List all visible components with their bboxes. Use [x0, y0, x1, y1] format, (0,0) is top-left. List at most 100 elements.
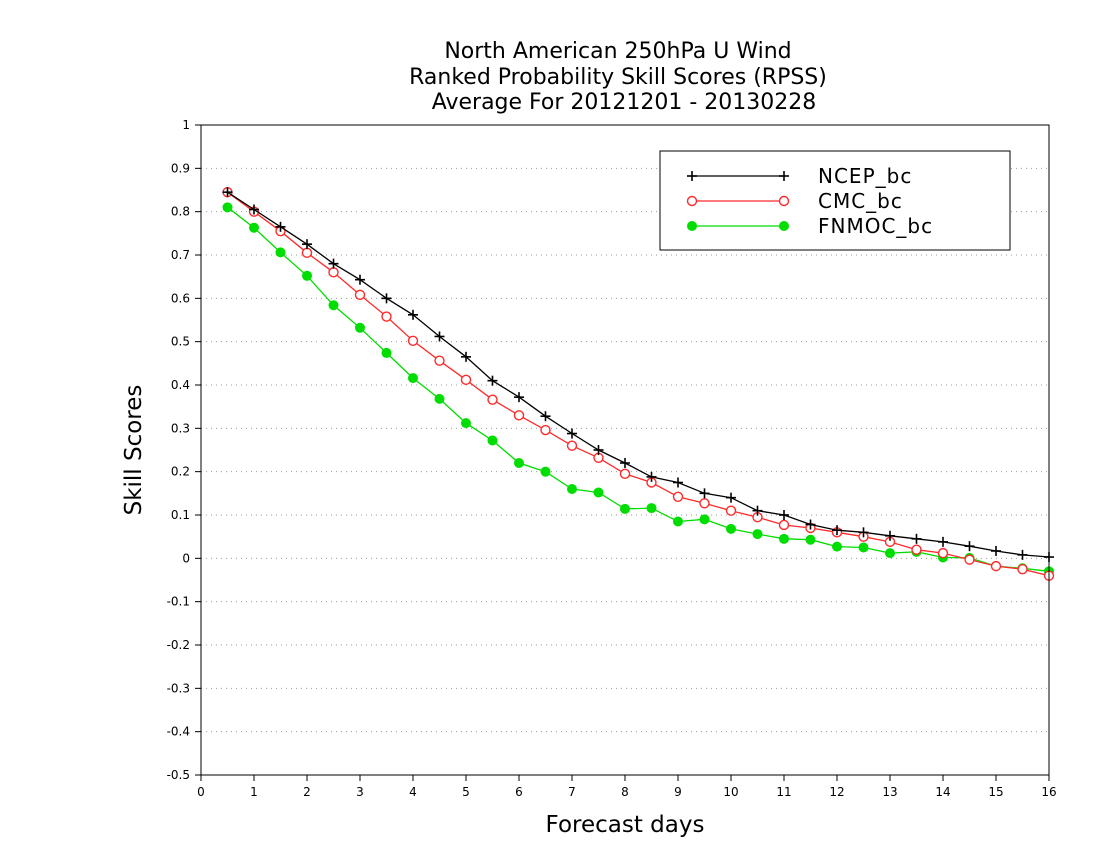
x-tick-label: 14 — [935, 785, 950, 799]
x-tick-label: 13 — [882, 785, 897, 799]
legend-item-fnmoc-bc: FNMOC_bc — [687, 214, 933, 238]
data-point-ncep-bc — [593, 445, 604, 455]
y-tick-label: 0.7 — [171, 248, 190, 262]
x-tick-label: 9 — [674, 785, 682, 799]
x-tick-label: 10 — [723, 785, 738, 799]
data-point-fnmoc-bc — [249, 222, 259, 233]
data-point-cmc-bc — [354, 289, 366, 301]
data-point-ncep-bc — [302, 239, 312, 250]
data-point-fnmoc-bc — [275, 247, 286, 258]
x-tick-label: 15 — [988, 785, 1003, 799]
data-point-ncep-bc — [408, 309, 418, 320]
data-point-ncep-bc — [646, 471, 657, 482]
series-fnmoc-bc — [222, 202, 1054, 577]
legend-label: NCEP_bc — [818, 164, 912, 188]
legend-label: CMC_bc — [818, 189, 903, 213]
y-tick-label: 0.2 — [171, 465, 190, 479]
data-point-cmc-bc — [566, 440, 578, 451]
y-axis-ticks: -0.5 -0.4 -0.3 -0.2 -0.1 0 0.1 0.2 0.3 0.4 0.5 0.6 0… — [167, 118, 201, 782]
data-point-ncep-bc — [858, 527, 869, 538]
data-point-fnmoc-bc — [302, 270, 312, 281]
data-point-ncep-bc — [222, 187, 233, 198]
data-point-fnmoc-bc — [540, 466, 551, 477]
data-point-ncep-bc — [620, 458, 630, 468]
data-point-ncep-bc — [938, 536, 948, 547]
data-point-cmc-bc — [513, 410, 525, 421]
data-point-fnmoc-bc — [726, 523, 736, 534]
y-axis-label: Skill Scores — [121, 385, 147, 516]
data-point-ncep-bc — [779, 510, 789, 520]
data-point-ncep-bc — [567, 428, 577, 439]
data-point-cmc-bc — [619, 468, 631, 480]
legend-marker — [687, 221, 697, 231]
y-tick-label: 0.8 — [171, 205, 190, 219]
data-point-ncep-bc — [328, 258, 339, 269]
data-point-ncep-bc — [1017, 549, 1028, 560]
data-point-ncep-bc — [911, 533, 922, 544]
x-tick-label: 5 — [462, 785, 470, 799]
data-point-fnmoc-bc — [620, 503, 630, 514]
data-point-fnmoc-bc — [222, 202, 233, 213]
data-point-ncep-bc — [991, 545, 1001, 556]
x-axis-ticks: 0 1 2 3 4 5 6 7 8 9 10 11 12 13 14 15 16 — [197, 775, 1057, 799]
data-point-fnmoc-bc — [699, 514, 710, 525]
x-tick-label: 4 — [409, 785, 417, 799]
data-point-cmc-bc — [699, 498, 710, 509]
data-point-fnmoc-bc — [752, 529, 763, 540]
data-point-fnmoc-bc — [805, 534, 816, 545]
data-point-ncep-bc — [355, 274, 365, 285]
data-point-fnmoc-bc — [567, 484, 577, 494]
data-point-fnmoc-bc — [408, 373, 418, 384]
x-tick-label: 0 — [197, 785, 205, 799]
y-tick-label: -0.5 — [167, 768, 190, 782]
x-tick-label: 12 — [829, 785, 844, 799]
y-tick-label: 0.5 — [171, 335, 190, 349]
x-tick-label: 1 — [250, 785, 258, 799]
legend-marker — [687, 171, 697, 181]
x-tick-label: 16 — [1041, 785, 1056, 799]
data-point-ncep-bc — [726, 492, 736, 503]
data-point-fnmoc-bc — [487, 435, 498, 446]
x-tick-label: 3 — [356, 785, 364, 799]
legend-marker — [779, 171, 789, 181]
x-tick-label: 11 — [776, 785, 791, 799]
data-point-ncep-bc — [434, 331, 445, 342]
data-point-cmc-bc — [778, 519, 790, 531]
x-tick-label: 7 — [568, 785, 576, 799]
data-point-fnmoc-bc — [858, 542, 869, 553]
data-point-cmc-bc — [937, 547, 949, 559]
y-tick-label: -0.3 — [167, 681, 190, 695]
data-point-cmc-bc — [990, 560, 1002, 572]
data-point-cmc-bc — [434, 355, 445, 366]
legend-marker — [779, 221, 789, 231]
series-layer — [222, 186, 1055, 581]
data-point-cmc-bc — [964, 554, 975, 565]
y-tick-label: -0.2 — [167, 638, 190, 652]
data-point-fnmoc-bc — [673, 516, 683, 527]
data-point-ncep-bc — [381, 293, 392, 304]
y-tick-label: 0.9 — [171, 161, 190, 175]
data-point-cmc-bc — [725, 505, 737, 516]
x-tick-label: 6 — [515, 785, 523, 799]
x-axis-label: Forecast days — [546, 812, 705, 838]
data-point-ncep-bc — [514, 392, 524, 403]
data-point-ncep-bc — [805, 519, 816, 530]
series-ncep-bc — [222, 187, 1054, 563]
data-point-cmc-bc — [407, 335, 419, 346]
series-line-fnmoc-bc — [227, 206, 1050, 572]
title-line-2: Ranked Probability Skill Scores (RPSS) — [409, 65, 827, 90]
data-point-ncep-bc — [487, 375, 498, 386]
data-point-ncep-bc — [461, 351, 471, 362]
y-tick-label: 0 — [182, 551, 190, 565]
legend-item-cmc-bc: CMC_bc — [686, 189, 903, 213]
data-point-cmc-bc — [1017, 563, 1028, 575]
y-tick-label: 1 — [182, 118, 190, 132]
data-point-fnmoc-bc — [779, 533, 789, 544]
data-point-fnmoc-bc — [434, 393, 445, 404]
y-tick-label: 0.6 — [171, 291, 190, 305]
legend-label: FNMOC_bc — [818, 214, 933, 238]
data-point-cmc-bc — [328, 267, 339, 278]
x-tick-label: 8 — [621, 785, 629, 799]
data-point-ncep-bc — [752, 505, 763, 516]
